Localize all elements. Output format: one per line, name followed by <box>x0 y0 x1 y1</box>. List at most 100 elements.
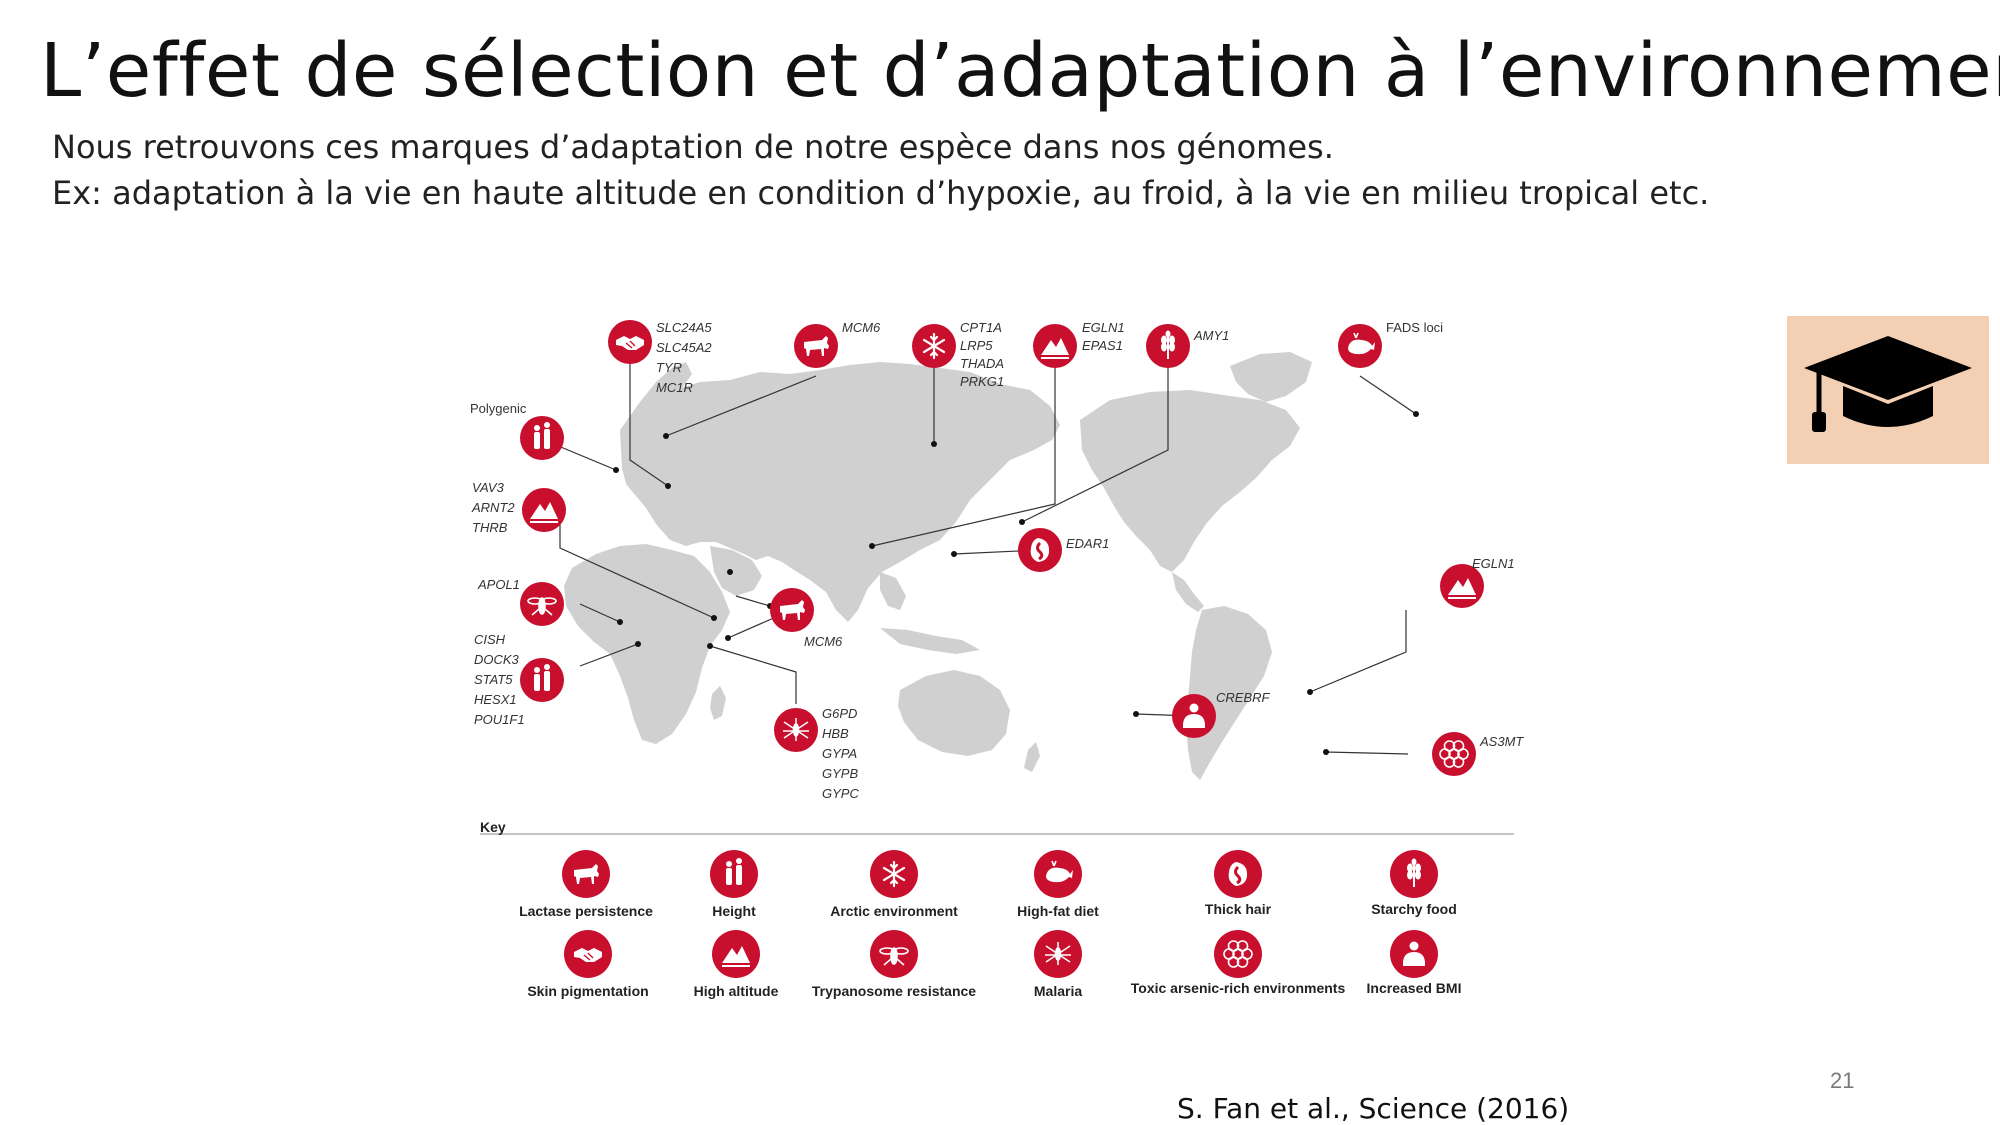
skin-pigmentation-map-icon <box>608 320 652 364</box>
key-label-height: Height <box>712 903 756 919</box>
gene-label-amy1: AMY1 <box>1193 328 1229 343</box>
key-item-starchy <box>1390 850 1438 898</box>
dot-slc <box>665 483 671 489</box>
key-item-highfat <box>1034 850 1082 898</box>
gene-label-mcm6-africa: MCM6 <box>804 634 843 649</box>
bmi-map-icon <box>1172 694 1216 738</box>
key-label-lactase: Lactase persistence <box>519 903 653 919</box>
gene-label-arctic: CPT1A LRP5 THADA PRKG1 <box>960 320 1004 389</box>
eurasia-landmass <box>620 362 1060 622</box>
height-map-icon-africa <box>520 658 564 702</box>
dot-apol1 <box>617 619 623 625</box>
dot-cish <box>635 641 641 647</box>
leader-arabia-dot <box>735 595 771 607</box>
subtitle-line-2: Ex: adaptation à la vie en haute altitud… <box>52 174 1710 212</box>
key-item-lactase <box>562 850 610 898</box>
greenland-landmass <box>1230 352 1312 402</box>
key-item-arsenic <box>1214 930 1262 978</box>
japan-landmass <box>922 480 940 520</box>
indonesia-landmass <box>880 628 980 654</box>
leader-fads <box>1359 375 1417 415</box>
leader-egln1-asia <box>871 360 1056 547</box>
leader-mcm6-north <box>665 375 817 437</box>
leader-amy1 <box>1021 360 1169 523</box>
key-label-arsenic: Toxic arsenic-rich environments <box>1131 980 1346 996</box>
arabia-landmass <box>710 546 762 596</box>
dot-amy1 <box>1019 519 1025 525</box>
arsenic-map-icon <box>1432 732 1476 776</box>
key-item-trypanosome <box>870 930 918 978</box>
world-map-land <box>564 352 1312 780</box>
leader-slc <box>629 342 669 487</box>
key-label-highfat: High-fat diet <box>1017 903 1099 919</box>
leader-cish <box>579 643 639 667</box>
location-dots <box>613 411 1419 755</box>
height-map-icon-europe <box>520 416 564 460</box>
key-label-bmi: Increased BMI <box>1367 980 1462 996</box>
dot-g6pd <box>707 643 713 649</box>
dot-crebrf <box>1133 711 1139 717</box>
key-label-altitude: High altitude <box>694 983 779 999</box>
gene-label-g6pd: G6PD HBB GYPA GYPB GYPC <box>822 706 859 801</box>
africa-landmass <box>564 544 730 744</box>
key-item-hair <box>1214 850 1262 898</box>
course-badge <box>1787 316 1989 464</box>
dot-arctic <box>931 441 937 447</box>
gene-label-egln1-andes: EGLN1 <box>1472 556 1515 571</box>
key-label-arctic: Arctic environment <box>830 903 958 919</box>
gene-label-fads: FADS loci <box>1386 320 1443 335</box>
graduation-cap-icon <box>1804 336 1972 432</box>
dot-vav3 <box>711 615 717 621</box>
key-label-trypanosome: Trypanosome resistance <box>812 983 976 999</box>
slide-title: L’effet de sélection et d’adaptation à l… <box>40 28 2000 114</box>
citation: S. Fan et al., Science (2016) <box>1177 1092 1570 1125</box>
whale-map-icon <box>1338 324 1382 368</box>
dot-polygenic <box>613 467 619 473</box>
adaptation-world-map-figure: SLC24A5 SLC45A2 TYR MC1R MCM6 CPT1A LRP5 THAD… <box>470 320 1524 999</box>
dot-as3mt <box>1323 749 1329 755</box>
gene-label-edar1: EDAR1 <box>1066 536 1109 551</box>
key-label-skin: Skin pigmentation <box>527 983 648 999</box>
new-zealand-landmass <box>1024 742 1040 772</box>
key-item-skin <box>564 930 612 978</box>
snowflake-map-icon <box>912 324 956 368</box>
hair-map-icon <box>1018 528 1062 572</box>
gene-label-polygenic: Polygenic <box>470 401 527 416</box>
gene-label-cish: CISH DOCK3 STAT5 HESX1 POU1F1 <box>474 632 525 727</box>
key-label-starchy: Starchy food <box>1371 901 1457 917</box>
figure-key: Key Lactase persistence Height Arctic en… <box>480 819 1514 999</box>
key-item-arctic <box>870 850 918 898</box>
scandinavia-landmass <box>640 362 692 420</box>
key-item-malaria <box>1034 930 1082 978</box>
cow-map-icon-north <box>794 324 838 368</box>
mosquito-map-icon <box>774 708 818 752</box>
south-america-landmass <box>1186 606 1272 780</box>
subtitle-line-1: Nous retrouvons ces marques d’adaptation… <box>52 128 1334 166</box>
dot-arabia-2 <box>727 569 733 575</box>
gene-label-egln1-asia: EGLN1 EPAS1 <box>1082 320 1125 353</box>
map-gene-labels: SLC24A5 SLC45A2 TYR MC1R MCM6 CPT1A LRP5 THAD… <box>470 320 1524 801</box>
north-america-landmass <box>1080 390 1300 572</box>
mountain-map-icon-andes <box>1440 564 1484 608</box>
key-label-hair: Thick hair <box>1205 901 1272 917</box>
page-number: 21 <box>1830 1068 1855 1093</box>
madagascar-landmass <box>710 686 726 720</box>
leader-g6pd <box>709 645 797 704</box>
gene-label-vav3: VAV3 ARNT2 THRB <box>471 480 515 535</box>
fly-map-icon <box>520 582 564 626</box>
key-title: Key <box>480 819 506 835</box>
australia-landmass <box>898 670 1010 756</box>
gene-label-apol1: APOL1 <box>477 577 520 592</box>
key-label-malaria: Malaria <box>1034 983 1082 999</box>
cow-map-icon-africa <box>770 588 814 632</box>
wheat-map-icon <box>1146 324 1190 368</box>
key-item-bmi <box>1390 930 1438 978</box>
dot-mcm6-north <box>663 433 669 439</box>
mountain-map-icon-asia <box>1033 324 1077 368</box>
dot-egln1-andes <box>1307 689 1313 695</box>
gene-label-crebrf: CREBRF <box>1216 690 1271 705</box>
dot-mcm6-africa <box>725 635 731 641</box>
leader-as3mt <box>1325 751 1409 755</box>
dot-fads <box>1413 411 1419 417</box>
leader-apol1 <box>579 603 621 623</box>
